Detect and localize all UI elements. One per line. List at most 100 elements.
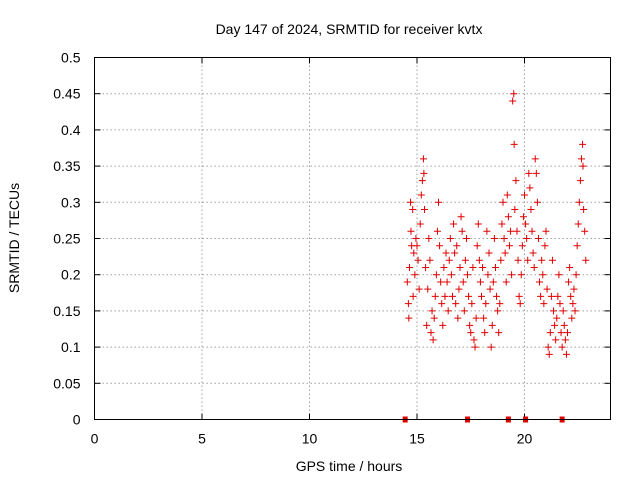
data-point: [545, 350, 553, 358]
data-point: [487, 343, 495, 351]
data-point: [469, 263, 477, 271]
data-point: [457, 213, 465, 221]
y-tick-label: 0.4: [61, 122, 81, 138]
data-point: [453, 242, 461, 250]
data-point: [478, 292, 485, 300]
data-point: [544, 343, 552, 351]
data-point: [472, 314, 480, 322]
data-point: [450, 220, 458, 228]
data-point: [579, 140, 587, 148]
data-point: [498, 220, 506, 228]
data-point: [485, 249, 493, 257]
data-point: [431, 292, 439, 300]
data-point: [411, 271, 419, 279]
data-point: [403, 278, 411, 286]
data-point: [510, 90, 518, 98]
data-point: [482, 300, 490, 308]
plot-frame: [94, 57, 611, 420]
data-point: [501, 249, 509, 257]
data-point: [448, 292, 456, 300]
data-point: [536, 278, 544, 286]
data-point: [418, 177, 426, 185]
data-point: [422, 263, 430, 271]
data-point: [509, 97, 517, 105]
data-point: [494, 307, 502, 315]
data-point: [522, 220, 530, 228]
data-point: [582, 256, 590, 264]
data-point: [451, 249, 459, 257]
data-point: [542, 227, 550, 235]
data-point: [443, 278, 451, 286]
data-point: [572, 271, 580, 279]
data-point: [426, 256, 434, 264]
data-point: [456, 263, 464, 271]
data-point: [415, 285, 423, 293]
data-point: [468, 300, 476, 308]
data-point: [486, 285, 494, 293]
data-point: [461, 256, 469, 264]
data-point: [438, 300, 446, 308]
data-point: [517, 271, 525, 279]
data-point: [537, 292, 545, 300]
data-point: [495, 329, 503, 337]
data-point: [512, 177, 520, 185]
data-point: [533, 198, 541, 206]
data-point: [543, 285, 551, 293]
x-axis-label: GPS time / hours: [296, 458, 403, 474]
data-point: [414, 256, 422, 264]
data-point: [481, 329, 489, 337]
data-point: [553, 314, 561, 322]
data-point: [504, 213, 512, 221]
y-tick-label: 0.2: [61, 267, 81, 283]
data-point: [570, 285, 578, 293]
data-point: [565, 278, 573, 286]
data-point: [439, 321, 447, 329]
data-point: [473, 242, 481, 250]
data-point: [480, 314, 488, 322]
data-point: [508, 271, 516, 279]
data-point: [421, 206, 429, 214]
data-point: [405, 314, 413, 322]
data-point: [507, 227, 515, 235]
data-point: [499, 198, 507, 206]
data-point: [459, 278, 467, 286]
data-point: [540, 300, 548, 308]
data-point: [574, 220, 582, 228]
data-point: [557, 329, 565, 337]
y-tick-label: 0.25: [53, 231, 80, 247]
y-tick-label: 0.35: [53, 158, 80, 174]
data-point: [409, 206, 417, 214]
data-point: [531, 155, 539, 163]
data-point: [441, 292, 449, 300]
data-point: [437, 278, 445, 286]
data-point: [479, 263, 487, 271]
data-point: [515, 292, 523, 300]
data-point: [407, 198, 415, 206]
data-point: [560, 321, 568, 329]
data-point: [524, 256, 532, 264]
data-point: [447, 271, 455, 279]
data-point: [579, 162, 587, 170]
y-tick-label: 0.5: [61, 50, 81, 66]
data-point: [511, 206, 519, 214]
data-point: [490, 235, 498, 242]
data-point: [552, 336, 560, 344]
chart-title: Day 147 of 2024, SRMTID for receiver kvt…: [216, 21, 483, 37]
y-tick-label: 0.45: [53, 86, 80, 102]
data-point: [409, 292, 417, 300]
y-tick-label: 0.15: [53, 303, 80, 319]
data-point: [410, 249, 418, 257]
data-point: [405, 263, 413, 271]
data-point: [484, 271, 492, 279]
data-point: [550, 307, 558, 315]
y-tick-label: 0: [73, 412, 81, 428]
x-tick-label: 5: [198, 431, 206, 447]
data-point: [446, 235, 454, 242]
data-point: [496, 300, 504, 308]
data-point: [455, 285, 463, 293]
data-point: [436, 242, 444, 250]
x-tick-label: 10: [302, 431, 318, 447]
data-point: [547, 292, 555, 300]
data-point: [407, 227, 415, 235]
